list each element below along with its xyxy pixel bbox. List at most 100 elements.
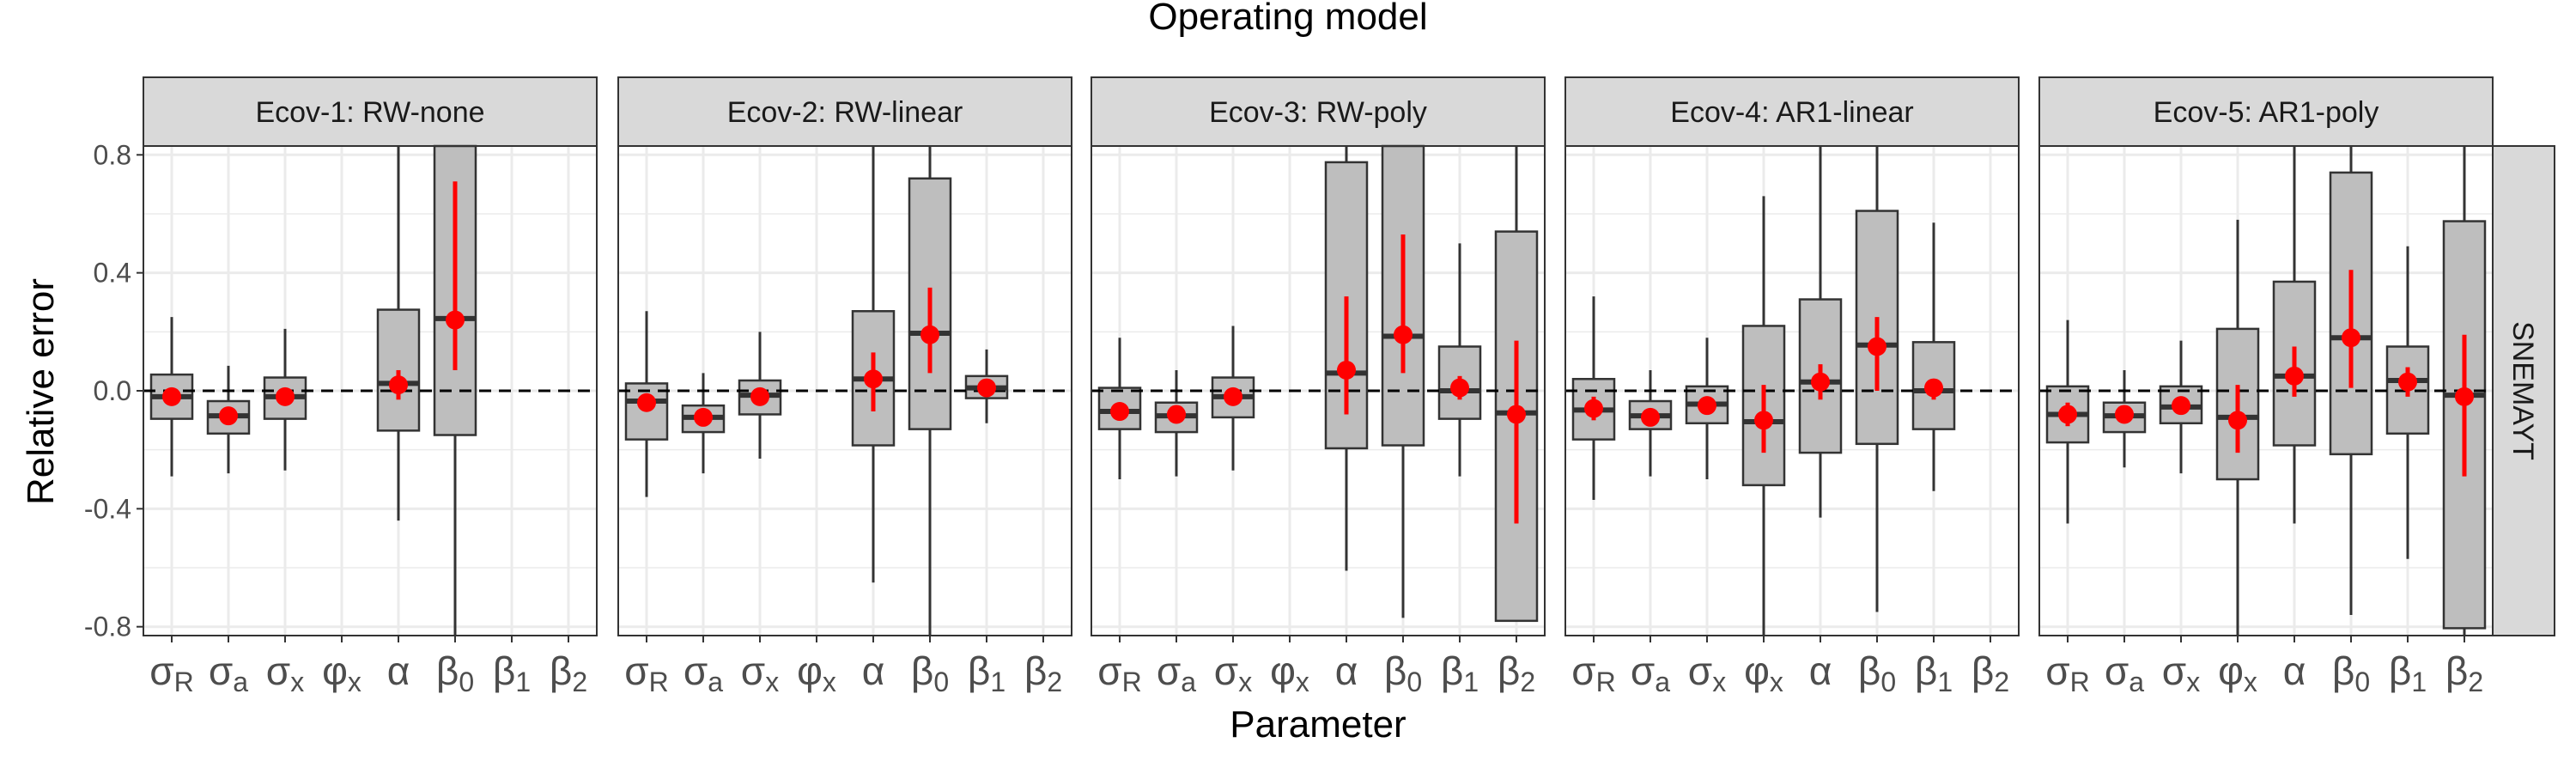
panel-5: Ecov-5: AR1-poly σR σa σx φx α β0 β1 β2 bbox=[2038, 76, 2494, 697]
mean-point bbox=[446, 310, 465, 330]
mean-point bbox=[1584, 399, 1603, 418]
mean-point bbox=[219, 406, 238, 426]
panel-1: Ecov-1: RW-none σR σa σx φx α β0 β1 β2 bbox=[143, 76, 598, 697]
mean-point bbox=[2115, 405, 2134, 424]
x-tick-label: σx bbox=[2162, 648, 2200, 697]
panel-strip bbox=[2038, 76, 2494, 147]
x-tick-label: σR bbox=[2045, 648, 2090, 697]
x-axis-title: Parameter bbox=[1230, 703, 1406, 746]
y-tick-label: 0.8 bbox=[94, 139, 131, 170]
mean-point bbox=[1337, 360, 1356, 380]
panel-strip-label: Ecov-2: RW-linear bbox=[727, 96, 963, 129]
x-tick-label: β2 bbox=[550, 648, 587, 697]
mean-point bbox=[2228, 411, 2247, 430]
x-tick-label: σx bbox=[1688, 648, 1726, 697]
x-tick-label: σx bbox=[266, 648, 304, 697]
panel-border bbox=[1564, 145, 2020, 636]
x-tick-label: σR bbox=[149, 648, 194, 697]
row-strip bbox=[2492, 145, 2555, 636]
panel-strip bbox=[1564, 76, 2020, 147]
x-tick-label: σx bbox=[741, 648, 779, 697]
y-tick-label: -0.4 bbox=[84, 493, 131, 524]
x-tick-label: β0 bbox=[436, 648, 474, 697]
x-tick-label: α bbox=[862, 648, 885, 693]
x-tick-label: σR bbox=[624, 648, 669, 697]
mean-point bbox=[920, 325, 939, 344]
x-tick-label: β0 bbox=[911, 648, 949, 697]
mean-point bbox=[1224, 386, 1242, 406]
panel-border bbox=[1091, 145, 1546, 636]
mean-point bbox=[162, 386, 181, 406]
x-tick-label: β1 bbox=[1441, 648, 1479, 697]
mean-point bbox=[2058, 405, 2077, 424]
x-tick-label: β1 bbox=[2389, 648, 2427, 697]
x-tick-label: β0 bbox=[1384, 648, 1422, 697]
x-tick-label: α bbox=[1809, 648, 1832, 693]
x-tick-label: σa bbox=[2105, 648, 2144, 697]
chart-title: Operating model bbox=[1148, 0, 1427, 38]
row-strip-label: SNEMAYT bbox=[2506, 321, 2539, 460]
x-tick-label: σa bbox=[209, 648, 248, 697]
panel-strip-label: Ecov-1: RW-none bbox=[255, 96, 484, 129]
mean-point bbox=[750, 386, 769, 406]
mean-point bbox=[1811, 372, 1830, 392]
box-body bbox=[2329, 171, 2373, 456]
mean-point bbox=[1507, 405, 1526, 424]
x-tick-label: φx bbox=[1270, 648, 1309, 697]
y-tick-label: -0.8 bbox=[84, 612, 131, 642]
x-tick-label: σa bbox=[683, 648, 723, 697]
y-axis-title: Relative error bbox=[20, 278, 62, 505]
mean-point bbox=[2398, 372, 2417, 392]
x-tick-label: β1 bbox=[1915, 648, 1953, 697]
x-tick-label: β2 bbox=[1498, 648, 1535, 697]
panel-3: Ecov-3: RW-poly σR σa σx φx α β0 β1 β2 bbox=[1091, 76, 1546, 697]
mean-point bbox=[1110, 402, 1129, 422]
mean-point bbox=[2342, 328, 2360, 348]
box-body bbox=[2215, 327, 2260, 481]
x-tick-label: β1 bbox=[493, 648, 531, 697]
x-tick-label: σa bbox=[1157, 648, 1196, 697]
mean-point bbox=[1754, 411, 1773, 430]
x-tick-label: β1 bbox=[968, 648, 1005, 697]
panel-strip-label: Ecov-5: AR1-poly bbox=[2154, 96, 2379, 129]
x-tick-label: β0 bbox=[2332, 648, 2370, 697]
panel-strip bbox=[1091, 76, 1546, 147]
panel-4: Ecov-4: AR1-linear σR σa σx φx α β0 β1 β2 bbox=[1564, 76, 2020, 697]
x-tick-label: σR bbox=[1097, 648, 1142, 697]
mean-point bbox=[864, 369, 883, 389]
x-tick-label: φx bbox=[2218, 648, 2257, 697]
x-tick-label: α bbox=[1335, 648, 1358, 693]
mean-point bbox=[2285, 366, 2304, 386]
mean-point bbox=[977, 378, 996, 398]
x-tick-label: β2 bbox=[1971, 648, 2009, 697]
mean-point bbox=[2455, 386, 2474, 406]
mean-point bbox=[1698, 396, 1716, 416]
panel-strip-label: Ecov-4: AR1-linear bbox=[1670, 96, 1913, 129]
mean-point bbox=[1868, 337, 1886, 356]
x-tick-label: σa bbox=[1631, 648, 1670, 697]
x-tick-label: β0 bbox=[1858, 648, 1896, 697]
x-tick-label: α bbox=[387, 648, 410, 693]
mean-point bbox=[1924, 378, 1943, 398]
panel-2: Ecov-2: RW-linear σR σa σx φx α β0 β1 β2 bbox=[617, 76, 1072, 697]
mean-point bbox=[276, 386, 295, 406]
x-tick-label: σR bbox=[1571, 648, 1616, 697]
box-φx bbox=[2215, 219, 2260, 636]
mean-point bbox=[1167, 405, 1186, 424]
x-tick-label: β2 bbox=[2445, 648, 2483, 697]
box-β0 bbox=[2329, 146, 2373, 615]
mean-point bbox=[1641, 407, 1660, 427]
x-tick-label: α bbox=[2283, 648, 2306, 693]
panel-strip-label: Ecov-3: RW-poly bbox=[1209, 96, 1427, 129]
x-tick-label: β2 bbox=[1024, 648, 1062, 697]
panel-strip bbox=[617, 76, 1072, 147]
panel-strip bbox=[143, 76, 598, 147]
x-tick-label: φx bbox=[322, 648, 361, 697]
y-tick-label: 0.0 bbox=[94, 375, 131, 406]
mean-point bbox=[1450, 378, 1469, 398]
mean-point bbox=[694, 407, 713, 427]
mean-point bbox=[2172, 396, 2190, 416]
x-tick-label: φx bbox=[797, 648, 836, 697]
